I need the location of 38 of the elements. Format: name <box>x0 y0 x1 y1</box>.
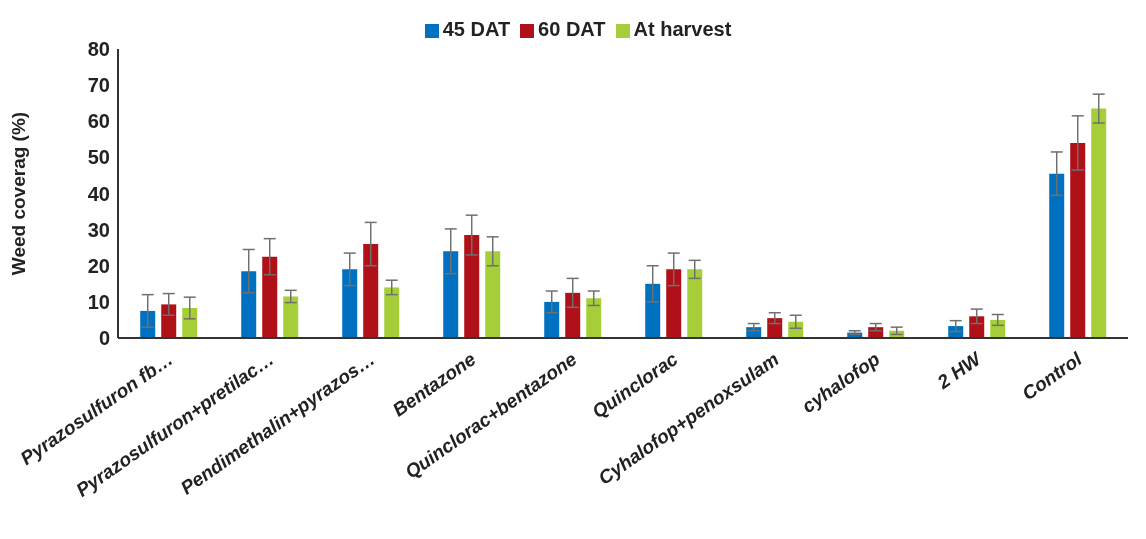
bar <box>1049 173 1065 338</box>
legend-label: At harvest <box>633 18 732 40</box>
bar <box>1070 142 1086 338</box>
bar <box>565 292 581 338</box>
bar <box>262 256 278 338</box>
bar <box>767 318 783 338</box>
bar <box>443 251 459 338</box>
y-tick-label: 0 <box>98 327 110 350</box>
y-axis-title: Weed coverag (%) <box>7 111 29 276</box>
bar <box>283 296 299 338</box>
bar <box>384 287 400 338</box>
bar <box>645 283 661 338</box>
y-tick-label: 20 <box>87 254 110 277</box>
bar <box>241 271 257 338</box>
y-tick-label: 50 <box>87 146 110 169</box>
bar <box>544 301 560 338</box>
bar <box>969 316 985 338</box>
bar <box>161 304 177 338</box>
bar <box>990 319 1006 338</box>
legend-label: 60 DAT <box>538 18 606 40</box>
bar <box>342 269 358 338</box>
bar <box>666 269 682 338</box>
y-tick-label: 60 <box>87 110 110 133</box>
bar <box>687 269 703 338</box>
y-tick-label: 70 <box>87 74 110 97</box>
bar <box>586 298 602 338</box>
bar <box>464 235 480 338</box>
y-tick-label: 30 <box>87 218 110 241</box>
bar <box>182 308 198 338</box>
bar <box>1091 108 1107 338</box>
y-tick-label: 40 <box>87 182 110 205</box>
x-tick-label: 2 HW <box>932 347 987 394</box>
bar <box>363 244 379 338</box>
bar <box>485 251 501 338</box>
y-tick-label: 10 <box>87 290 110 313</box>
y-tick-label: 80 <box>87 38 110 61</box>
bar <box>140 310 156 338</box>
legend-label: 45 DAT <box>442 18 511 40</box>
